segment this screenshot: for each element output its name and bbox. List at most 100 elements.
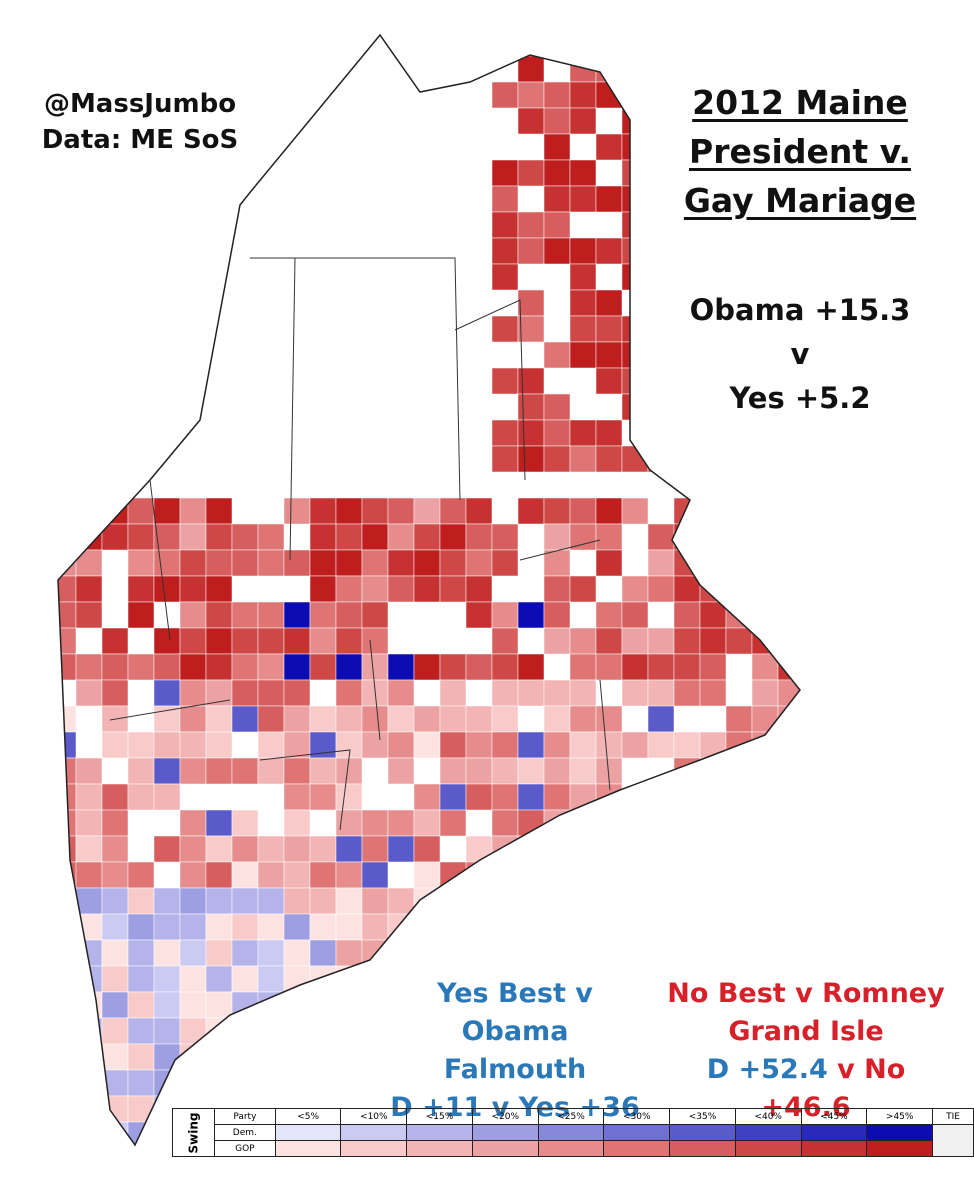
town <box>309 601 337 629</box>
town <box>257 705 285 733</box>
town <box>58 887 77 915</box>
town <box>804 706 830 732</box>
town <box>491 445 519 473</box>
town <box>647 913 675 941</box>
town <box>673 445 701 473</box>
town <box>387 653 415 681</box>
town <box>413 731 441 759</box>
town <box>127 861 155 889</box>
town <box>335 601 363 629</box>
town <box>439 887 467 915</box>
town <box>647 887 675 915</box>
town <box>361 705 389 733</box>
town <box>335 1043 363 1071</box>
town <box>361 653 389 681</box>
town <box>543 679 571 707</box>
town <box>543 393 571 421</box>
summary: Obama +15.3 v Yes +5.2 <box>680 288 920 420</box>
town <box>595 315 623 343</box>
town <box>804 888 830 914</box>
town <box>101 1121 129 1145</box>
town <box>777 783 800 811</box>
town <box>361 835 389 863</box>
legend-swatch <box>406 1140 473 1157</box>
town <box>413 835 441 863</box>
town <box>283 809 311 837</box>
town <box>621 809 649 837</box>
town <box>179 991 207 1019</box>
town <box>179 731 207 759</box>
town <box>58 627 77 655</box>
town <box>179 835 207 863</box>
town <box>569 289 597 317</box>
town <box>283 627 311 655</box>
town <box>804 862 830 888</box>
town <box>153 731 181 759</box>
town <box>205 523 233 551</box>
town <box>127 575 155 603</box>
town <box>777 887 800 915</box>
town <box>179 965 207 993</box>
town <box>804 680 830 706</box>
town <box>413 861 441 889</box>
town <box>517 887 545 915</box>
town <box>465 783 493 811</box>
town <box>257 549 285 577</box>
town <box>335 809 363 837</box>
town <box>595 861 623 889</box>
town <box>751 679 779 707</box>
town <box>361 809 389 837</box>
town <box>751 913 779 941</box>
town <box>465 497 493 525</box>
town <box>804 914 830 940</box>
town <box>491 237 519 265</box>
town <box>647 835 675 863</box>
town <box>595 913 623 941</box>
callout-town: Falmouth <box>443 1054 587 1085</box>
legend-swatch <box>734 1124 802 1141</box>
town <box>75 679 103 707</box>
town <box>491 809 519 837</box>
town <box>101 731 129 759</box>
town <box>387 523 415 551</box>
town <box>543 575 571 603</box>
town <box>413 939 441 967</box>
town <box>543 445 571 473</box>
town <box>621 653 649 681</box>
town <box>569 575 597 603</box>
legend-swatch <box>669 1140 736 1157</box>
town <box>75 835 103 863</box>
town <box>647 731 675 759</box>
town <box>387 835 415 863</box>
town <box>751 237 779 265</box>
town <box>465 913 493 941</box>
town <box>283 601 311 629</box>
town <box>517 783 545 811</box>
town <box>283 783 311 811</box>
town <box>491 523 519 551</box>
town <box>777 731 800 759</box>
town <box>491 601 519 629</box>
town <box>179 653 207 681</box>
town <box>439 705 467 733</box>
town <box>621 887 649 915</box>
town <box>595 523 623 551</box>
town <box>101 965 129 993</box>
town <box>75 757 103 785</box>
town <box>647 445 675 473</box>
town <box>777 419 800 447</box>
town <box>101 497 129 525</box>
legend-swatch <box>800 1124 868 1141</box>
town <box>569 887 597 915</box>
town <box>543 757 571 785</box>
town <box>205 549 233 577</box>
town <box>127 549 155 577</box>
town <box>205 861 233 889</box>
town <box>257 731 285 759</box>
town <box>309 523 337 551</box>
legend-swatch <box>603 1124 671 1141</box>
town <box>777 263 800 291</box>
town <box>335 757 363 785</box>
town <box>335 835 363 863</box>
